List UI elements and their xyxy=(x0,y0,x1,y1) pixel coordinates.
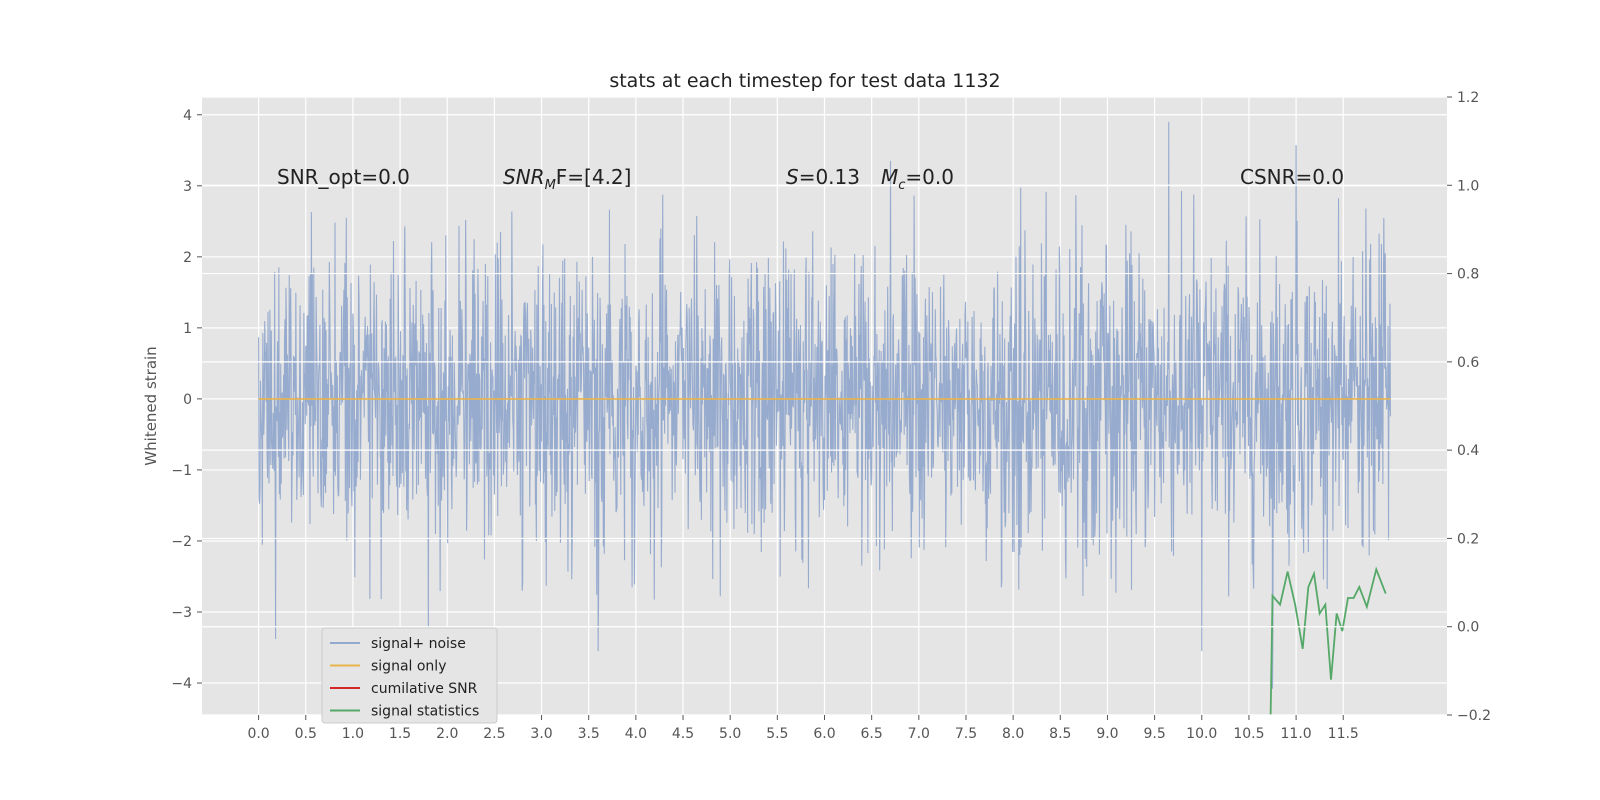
x-tick-label: 9.0 xyxy=(1096,726,1118,742)
x-tick-label: 5.0 xyxy=(719,726,741,742)
y-tick-label: −3 xyxy=(171,605,192,621)
annotation-snr-mf-main: SNR xyxy=(503,165,545,189)
x-tick-label: 10.0 xyxy=(1186,726,1217,742)
y2-tick-label: 0.8 xyxy=(1457,267,1479,283)
y-tick-label: 1 xyxy=(183,321,192,337)
annotation-snr-mf-rest: F=[4.2] xyxy=(556,165,632,189)
legend-label: signal+ noise xyxy=(371,636,466,652)
x-tick-label: 11.0 xyxy=(1281,726,1312,742)
y-tick-label: 4 xyxy=(183,108,192,124)
annotation-s-value: =0.13 xyxy=(799,165,860,189)
x-tick-label: 6.5 xyxy=(861,726,883,742)
annotation-s-symbol: S xyxy=(786,165,799,189)
annotation-mc: Mc=0.0 xyxy=(881,165,954,193)
y2-tick-label: 0.4 xyxy=(1457,443,1479,459)
x-tick-label: 1.5 xyxy=(389,726,411,742)
annotation-snr-mf-sub: M xyxy=(545,178,556,193)
x-tick-label: 11.5 xyxy=(1328,726,1359,742)
y2-tick-label: 1.0 xyxy=(1457,178,1479,194)
x-tick-label: 0.5 xyxy=(295,726,317,742)
y-axis-left: −4 −3 −2 −1 0 1 2 3 4 xyxy=(171,108,202,692)
y-tick-label: −2 xyxy=(171,534,192,550)
x-tick-label: 7.5 xyxy=(955,726,977,742)
annotation-s: S=0.13 xyxy=(786,165,860,189)
x-tick-label: 4.5 xyxy=(672,726,694,742)
y2-tick-label: −0.2 xyxy=(1457,708,1491,724)
y2-tick-label: 0.0 xyxy=(1457,620,1479,636)
y-axis-right: −0.2 0.0 0.2 0.4 0.6 0.8 1.0 1.2 xyxy=(1447,90,1491,724)
series-layer xyxy=(258,121,1391,715)
y-tick-label: −1 xyxy=(171,463,192,479)
x-tick-label: 10.5 xyxy=(1233,726,1264,742)
x-tick-label: 9.5 xyxy=(1143,726,1165,742)
x-tick-label: 3.0 xyxy=(530,726,552,742)
y2-tick-label: 1.2 xyxy=(1457,90,1479,106)
x-tick-label: 0.0 xyxy=(247,726,269,742)
legend-label: signal only xyxy=(371,659,446,675)
x-tick-label: 3.5 xyxy=(578,726,600,742)
x-tick-label: 8.5 xyxy=(1049,726,1071,742)
series-signal-noise-line xyxy=(258,121,1391,689)
annotations: SNR_opt=0.0 SNRMF=[4.2] S=0.13 Mc=0.0 CS… xyxy=(277,165,1344,193)
y2-tick-label: 0.6 xyxy=(1457,355,1479,371)
annotation-snr-mf: SNRMF=[4.2] xyxy=(503,165,631,193)
series-signal-statistics-line xyxy=(1269,566,1387,715)
legend: signal+ noise signal only cumilative SNR si… xyxy=(321,627,498,724)
y-tick-label: 0 xyxy=(183,392,192,408)
legend-label: cumilative SNR xyxy=(371,681,478,697)
annotation-snr-opt: SNR_opt=0.0 xyxy=(277,165,410,189)
x-tick-label: 4.0 xyxy=(625,726,647,742)
y-axis-label: Whitened strain xyxy=(142,346,160,465)
x-tick-label: 6.0 xyxy=(813,726,835,742)
x-tick-label: 2.5 xyxy=(483,726,505,742)
x-tick-label: 8.0 xyxy=(1002,726,1024,742)
y-tick-label: −4 xyxy=(171,676,192,692)
x-tick-label: 2.0 xyxy=(436,726,458,742)
x-tick-label: 1.0 xyxy=(342,726,364,742)
y2-tick-label: 0.2 xyxy=(1457,531,1479,547)
x-axis: 0.0 0.5 1.0 1.5 2.0 2.5 3.0 3.5 4.0 4.5 5.0 5.5 6.0 6… xyxy=(247,715,1359,742)
annotation-mc-sub: c xyxy=(898,178,905,193)
x-tick-label: 7.0 xyxy=(908,726,930,742)
chart-title: stats at each timestep for test data 113… xyxy=(609,70,1000,92)
y-tick-label: 3 xyxy=(183,179,192,195)
x-tick-label: 5.5 xyxy=(766,726,788,742)
annotation-mc-value: =0.0 xyxy=(905,165,954,189)
legend-box xyxy=(321,627,498,724)
legend-label: signal statistics xyxy=(371,704,479,720)
y-tick-label: 2 xyxy=(183,250,192,266)
annotation-csnr: CSNR=0.0 xyxy=(1240,165,1344,189)
annotation-mc-symbol: M xyxy=(881,165,898,189)
